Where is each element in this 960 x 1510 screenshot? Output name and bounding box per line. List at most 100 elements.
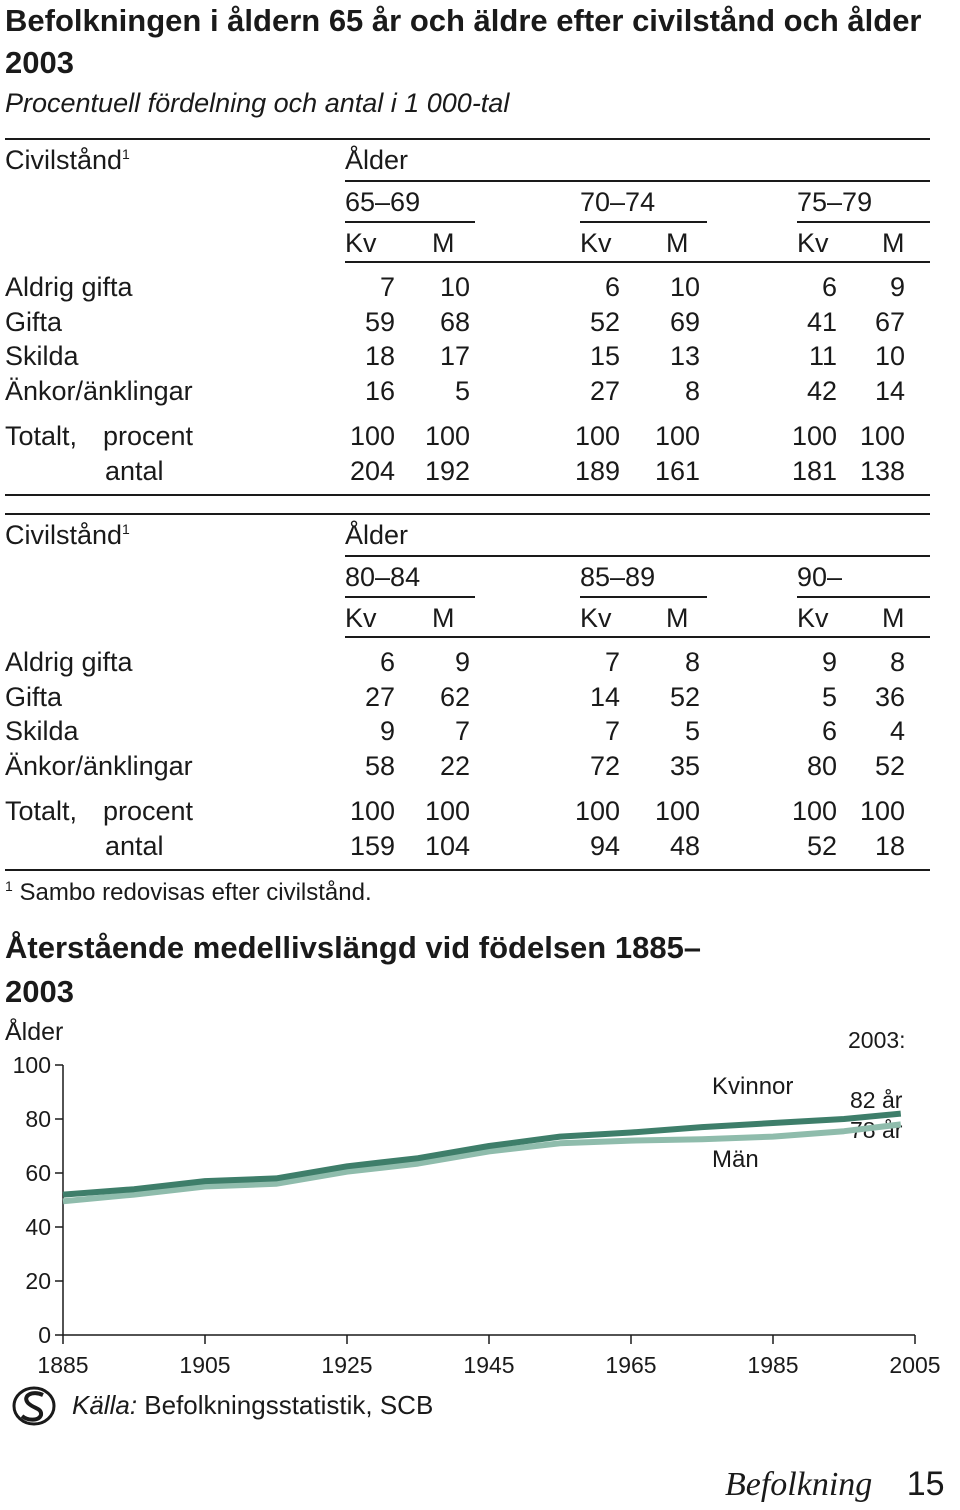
table-bottom-rule: [5, 868, 930, 871]
sex-label: Kv: [797, 603, 829, 633]
x-tick-label: 1885: [37, 1352, 88, 1378]
table-cell: 6: [604, 272, 620, 302]
table-cell: 100: [424, 796, 470, 826]
total-antal-label: antal: [105, 830, 164, 861]
table-cell: 58: [364, 750, 395, 781]
table-cell: 100: [654, 421, 700, 451]
row-label: Aldrig gifta: [5, 272, 133, 302]
chart-title: Återstående medellivslängd vid födelsen …: [5, 930, 702, 1009]
row-label: Gifta: [5, 681, 63, 712]
table-cell: 100: [791, 421, 837, 451]
age-group-1: 65–69: [345, 187, 421, 217]
sex-label: Kv: [797, 228, 829, 258]
sex-label: M: [882, 603, 905, 633]
table-cell: 52: [874, 750, 905, 781]
series-label-women: Kvinnor: [712, 1073, 793, 1100]
table-cell: 5: [684, 716, 700, 746]
sex-label: Kv: [345, 603, 377, 633]
x-tick-label: 1905: [179, 1352, 230, 1378]
table-cell: 6: [821, 716, 837, 746]
age-group-2: 85–89: [580, 562, 656, 592]
life-expectancy-chart: Ålder 2003: 82 år 78 år Kvinnor Män 0204…: [5, 1016, 941, 1378]
footnote: 1 Sambo redovisas efter civilstånd.: [5, 878, 372, 906]
table-cell: 8: [684, 375, 700, 406]
age-group-2: 70–74: [580, 187, 656, 217]
table-cell: 159: [349, 830, 395, 861]
series-line-women: [62, 1110, 902, 1198]
table-cell: 189: [574, 455, 620, 486]
row-label: Aldrig gifta: [5, 647, 133, 677]
table-cell: 100: [349, 421, 395, 451]
table-cell: 100: [859, 796, 905, 826]
total-label: Totalt,: [5, 796, 78, 826]
total-antal-label: antal: [105, 455, 164, 486]
table-cell: 27: [589, 375, 620, 406]
sex-label: M: [666, 228, 689, 258]
page-footer: Befolkning 15: [725, 1465, 945, 1504]
table-cell: 52: [669, 681, 700, 712]
table-cell: 59: [364, 306, 395, 337]
table-cell: 6: [379, 647, 395, 677]
table-cell: 14: [874, 375, 905, 406]
total-label: Totalt,: [5, 421, 78, 451]
table-cell: 11: [808, 341, 837, 371]
table-cell: 18: [364, 341, 395, 371]
table-cell: 104: [424, 830, 470, 861]
x-tick-label: 1985: [747, 1352, 798, 1378]
table-cell: 22: [439, 750, 470, 781]
table-cell: 41: [806, 306, 837, 337]
sex-label: M: [666, 603, 689, 633]
group-label: Ålder: [345, 520, 409, 550]
sex-label: M: [432, 603, 455, 633]
table-cell: 17: [439, 341, 470, 371]
footer-section: Befolkning: [725, 1466, 873, 1503]
table-cell: 10: [439, 272, 470, 302]
table-cell: 8: [684, 647, 700, 677]
table-cell: 4: [889, 716, 905, 746]
table-cell: 181: [791, 455, 837, 486]
table-cell: 13: [669, 341, 700, 371]
row-label: Skilda: [5, 341, 79, 371]
x-tick-label: 1925: [321, 1352, 372, 1378]
table-cell: 204: [349, 455, 395, 486]
row-label: Änkor/änklingar: [5, 375, 193, 406]
table-cell: 10: [874, 341, 905, 371]
x-tick-label: 1965: [605, 1352, 656, 1378]
age-group-3: 75–79: [797, 187, 873, 217]
table-cell: 5: [821, 681, 837, 712]
table-cell: 72: [589, 750, 620, 781]
table-cell: 9: [889, 272, 905, 302]
table-cell: 8: [889, 647, 905, 677]
table-bottom-rule: [5, 493, 930, 496]
table-cell: 35: [669, 750, 700, 781]
table-cell: 100: [574, 796, 620, 826]
table-cell: 6: [821, 272, 837, 302]
table-cell: 9: [379, 716, 395, 746]
y-axis-label: Ålder: [5, 1016, 63, 1046]
table-cell: 9: [454, 647, 470, 677]
row-label: Änkor/änklingar: [5, 750, 193, 781]
series-line-men: [62, 1121, 902, 1205]
page-title: Befolkningen i åldern 65 år och äldre ef…: [5, 3, 922, 80]
total-procent-label: procent: [103, 421, 194, 451]
table-cell: 7: [379, 272, 395, 302]
table-cell: 14: [589, 681, 620, 712]
table-cell: 7: [604, 716, 620, 746]
table-cell: 100: [791, 796, 837, 826]
annotation-year: 2003:: [848, 1027, 906, 1053]
table-cell: 94: [589, 830, 620, 861]
scb-logo-icon: [12, 1386, 56, 1431]
age-group-1: 80–84: [345, 562, 421, 592]
table-cell: 15: [589, 341, 620, 371]
table-cell: 192: [424, 455, 470, 486]
x-tick-label: 2005: [889, 1352, 940, 1378]
table-cell: 7: [604, 647, 620, 677]
page-subtitle: Procentuell fördelning och antal i 1 000…: [5, 88, 510, 118]
sex-label: Kv: [580, 228, 612, 258]
age-group-3: 90–: [797, 562, 843, 592]
table-cell: 48: [669, 830, 700, 861]
sex-label: Kv: [580, 603, 612, 633]
table-cell: 52: [589, 306, 620, 337]
sex-label: Kv: [345, 228, 377, 258]
y-tick-label: 20: [25, 1268, 51, 1294]
